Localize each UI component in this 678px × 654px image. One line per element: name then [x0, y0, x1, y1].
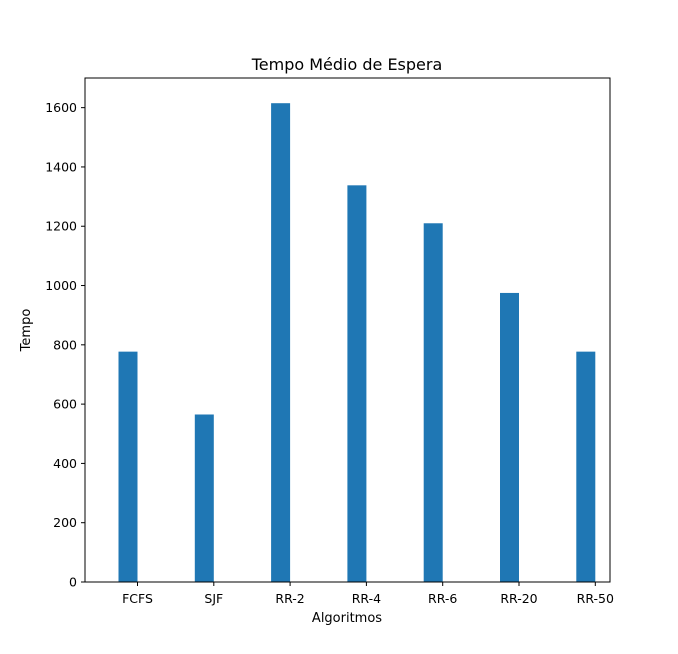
plot-frame	[84, 77, 611, 583]
x-tick-label: RR-4	[352, 591, 381, 606]
bar-sjf	[194, 414, 214, 582]
y-tick-label: 1200	[45, 219, 77, 234]
x-tick-label: SJF	[204, 591, 223, 606]
bar-rr-20	[500, 292, 519, 582]
x-tick-label: RR-20	[500, 591, 537, 606]
y-tick-label: 200	[53, 515, 77, 530]
chart-title: Tempo Médio de Espera	[251, 55, 443, 74]
x-tick-label: RR-6	[428, 591, 457, 606]
bar-rr-2	[271, 103, 291, 582]
bar-rr-6	[423, 223, 443, 583]
x-axis-label: Algoritmos	[312, 611, 382, 626]
x-tick-label: RR-2	[275, 591, 304, 606]
bar-rr-50	[576, 351, 596, 582]
x-tick-label: RR-50	[577, 591, 614, 606]
plot-area: 0 200 400 600 800 1000 1200 1400 1600 FCFS SJF RR-2…	[45, 100, 614, 606]
bar-rr-4	[347, 185, 367, 582]
y-tick-label: 0	[69, 575, 77, 590]
y-tick-label: 1400	[45, 159, 77, 174]
y-tick-label: 1000	[45, 278, 77, 293]
y-tick-label: 600	[53, 397, 77, 412]
bar-fcfs	[118, 351, 138, 582]
y-tick-label: 1600	[45, 100, 77, 115]
y-tick-label: 800	[53, 337, 77, 352]
x-tick-label: FCFS	[122, 591, 153, 606]
y-tick-label: 400	[53, 456, 77, 471]
y-axis-label: Tempo	[19, 309, 34, 353]
